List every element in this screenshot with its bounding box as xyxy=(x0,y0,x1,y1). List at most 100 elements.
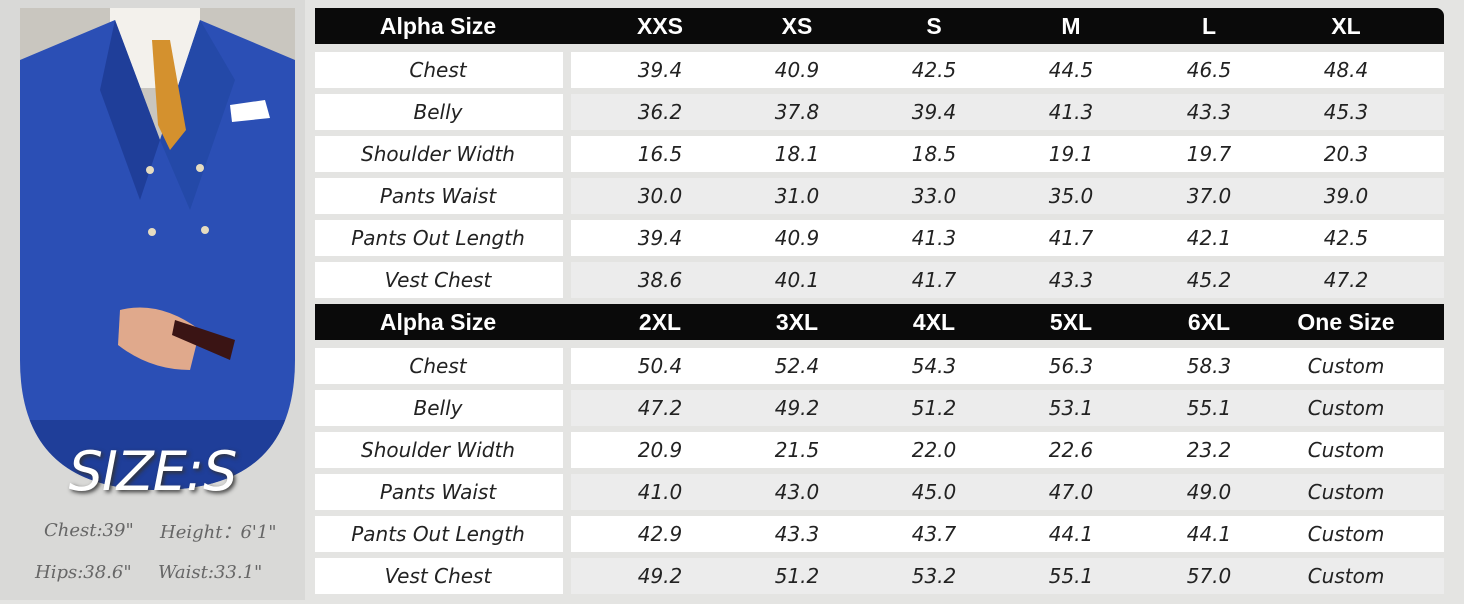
cell-value: 45.2 xyxy=(1186,268,1232,292)
row-band xyxy=(571,516,1444,552)
cell-value: Custom xyxy=(1307,438,1385,462)
label-box xyxy=(315,432,563,468)
row-label: Shoulder Width xyxy=(361,142,515,166)
row-label: Shoulder Width xyxy=(361,438,515,462)
header-cell: 2XL xyxy=(638,308,682,335)
model-stat: Height：6'1" xyxy=(160,522,277,543)
cell-value: 23.2 xyxy=(1186,438,1232,462)
label-box xyxy=(315,52,563,88)
cell-value: 54.3 xyxy=(911,354,957,378)
model-stat: Hips:38.6" xyxy=(35,562,132,583)
header-cell: XL xyxy=(1331,12,1361,39)
cell-value: 40.9 xyxy=(774,58,820,82)
cell-value: 22.0 xyxy=(911,438,957,462)
cell-value: 49.2 xyxy=(774,396,820,420)
row-band xyxy=(571,52,1444,88)
model-stat: Chest:39" xyxy=(44,520,134,541)
cell-value: 45.3 xyxy=(1323,100,1369,124)
row-band xyxy=(571,432,1444,468)
header-row xyxy=(315,8,1444,44)
label-box xyxy=(315,390,563,426)
cell-value: Custom xyxy=(1307,480,1385,504)
row-label: Chest xyxy=(409,58,467,82)
header-cell: One Size xyxy=(1297,308,1395,335)
row-label: Pants Waist xyxy=(379,184,497,208)
cell-value: 53.1 xyxy=(1048,396,1094,420)
cell-value: 57.0 xyxy=(1186,564,1232,588)
header-cell: Alpha Size xyxy=(379,308,497,335)
cell-value: 20.9 xyxy=(637,438,683,462)
cell-value: 19.7 xyxy=(1186,142,1232,166)
row-band xyxy=(571,136,1444,172)
cell-value: 39.4 xyxy=(637,58,683,82)
cell-value: 44.1 xyxy=(1186,522,1232,546)
label-box xyxy=(315,220,563,256)
cell-value: 21.5 xyxy=(774,438,820,462)
label-box xyxy=(315,474,563,510)
cell-value: 18.1 xyxy=(774,142,820,166)
cell-value: 41.0 xyxy=(637,480,683,504)
row-label: Vest Chest xyxy=(384,564,492,588)
cell-value: 43.3 xyxy=(1186,100,1232,124)
row-label: Chest xyxy=(409,354,467,378)
cell-value: 42.5 xyxy=(911,58,957,82)
cell-value: 18.5 xyxy=(911,142,957,166)
cell-value: 51.2 xyxy=(911,396,957,420)
cell-value: 47.2 xyxy=(637,396,683,420)
cell-value: 31.0 xyxy=(774,184,820,208)
cell-value: 37.8 xyxy=(774,100,820,124)
cell-value: Custom xyxy=(1307,522,1385,546)
header-cell: XS xyxy=(781,12,813,39)
header-row xyxy=(315,304,1444,340)
row-label: Vest Chest xyxy=(384,268,492,292)
label-box xyxy=(315,558,563,594)
header-cell: S xyxy=(926,12,942,39)
cell-value: 43.7 xyxy=(911,522,957,546)
label-box xyxy=(315,136,563,172)
row-band xyxy=(571,94,1444,130)
label-box xyxy=(315,178,563,214)
label-box xyxy=(315,262,563,298)
cell-value: 49.2 xyxy=(637,564,683,588)
header-cell: 4XL xyxy=(912,308,956,335)
cell-value: 43.3 xyxy=(774,522,820,546)
cell-value: 41.3 xyxy=(911,226,957,250)
cell-value: 53.2 xyxy=(911,564,957,588)
row-band xyxy=(571,348,1444,384)
cell-value: Custom xyxy=(1307,396,1385,420)
cell-value: 55.1 xyxy=(1186,396,1232,420)
cell-value: 39.0 xyxy=(1323,184,1369,208)
cell-value: 39.4 xyxy=(911,100,957,124)
cell-value: 56.3 xyxy=(1048,354,1094,378)
cell-value: 44.1 xyxy=(1048,522,1094,546)
row-band xyxy=(571,178,1444,214)
cell-value: 33.0 xyxy=(911,184,957,208)
cell-value: 55.1 xyxy=(1048,564,1094,588)
cell-value: 16.5 xyxy=(637,142,683,166)
row-band xyxy=(571,220,1444,256)
cell-value: 49.0 xyxy=(1186,480,1232,504)
cell-value: 48.4 xyxy=(1323,58,1369,82)
cell-value: 37.0 xyxy=(1186,184,1232,208)
cell-value: 45.0 xyxy=(911,480,957,504)
header-cell: XXS xyxy=(636,12,684,39)
cell-value: 41.7 xyxy=(911,268,957,292)
cell-value: 44.5 xyxy=(1048,58,1094,82)
cell-value: 40.9 xyxy=(774,226,820,250)
header-cell: L xyxy=(1201,12,1217,39)
row-label: Pants Waist xyxy=(379,480,497,504)
cell-value: 51.2 xyxy=(774,564,820,588)
cell-value: 43.3 xyxy=(1048,268,1094,292)
cell-value: 30.0 xyxy=(637,184,683,208)
cell-value: 41.7 xyxy=(1048,226,1094,250)
cell-value: 22.6 xyxy=(1048,438,1094,462)
cell-value: 38.6 xyxy=(637,268,683,292)
header-cell: Alpha Size xyxy=(379,12,497,39)
header-cell: 5XL xyxy=(1049,308,1093,335)
size-label: SIZE:S xyxy=(68,440,238,503)
model-stat: Waist:33.1" xyxy=(158,562,263,583)
label-box xyxy=(315,94,563,130)
cell-value: 42.9 xyxy=(637,522,683,546)
row-band xyxy=(571,474,1444,510)
